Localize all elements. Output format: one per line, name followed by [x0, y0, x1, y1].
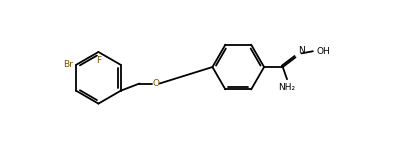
- Text: N: N: [299, 46, 305, 55]
- Text: F: F: [96, 56, 101, 65]
- Text: O: O: [152, 79, 159, 88]
- Text: OH: OH: [316, 47, 330, 56]
- Text: Br: Br: [63, 60, 73, 69]
- Text: NH₂: NH₂: [279, 83, 295, 92]
